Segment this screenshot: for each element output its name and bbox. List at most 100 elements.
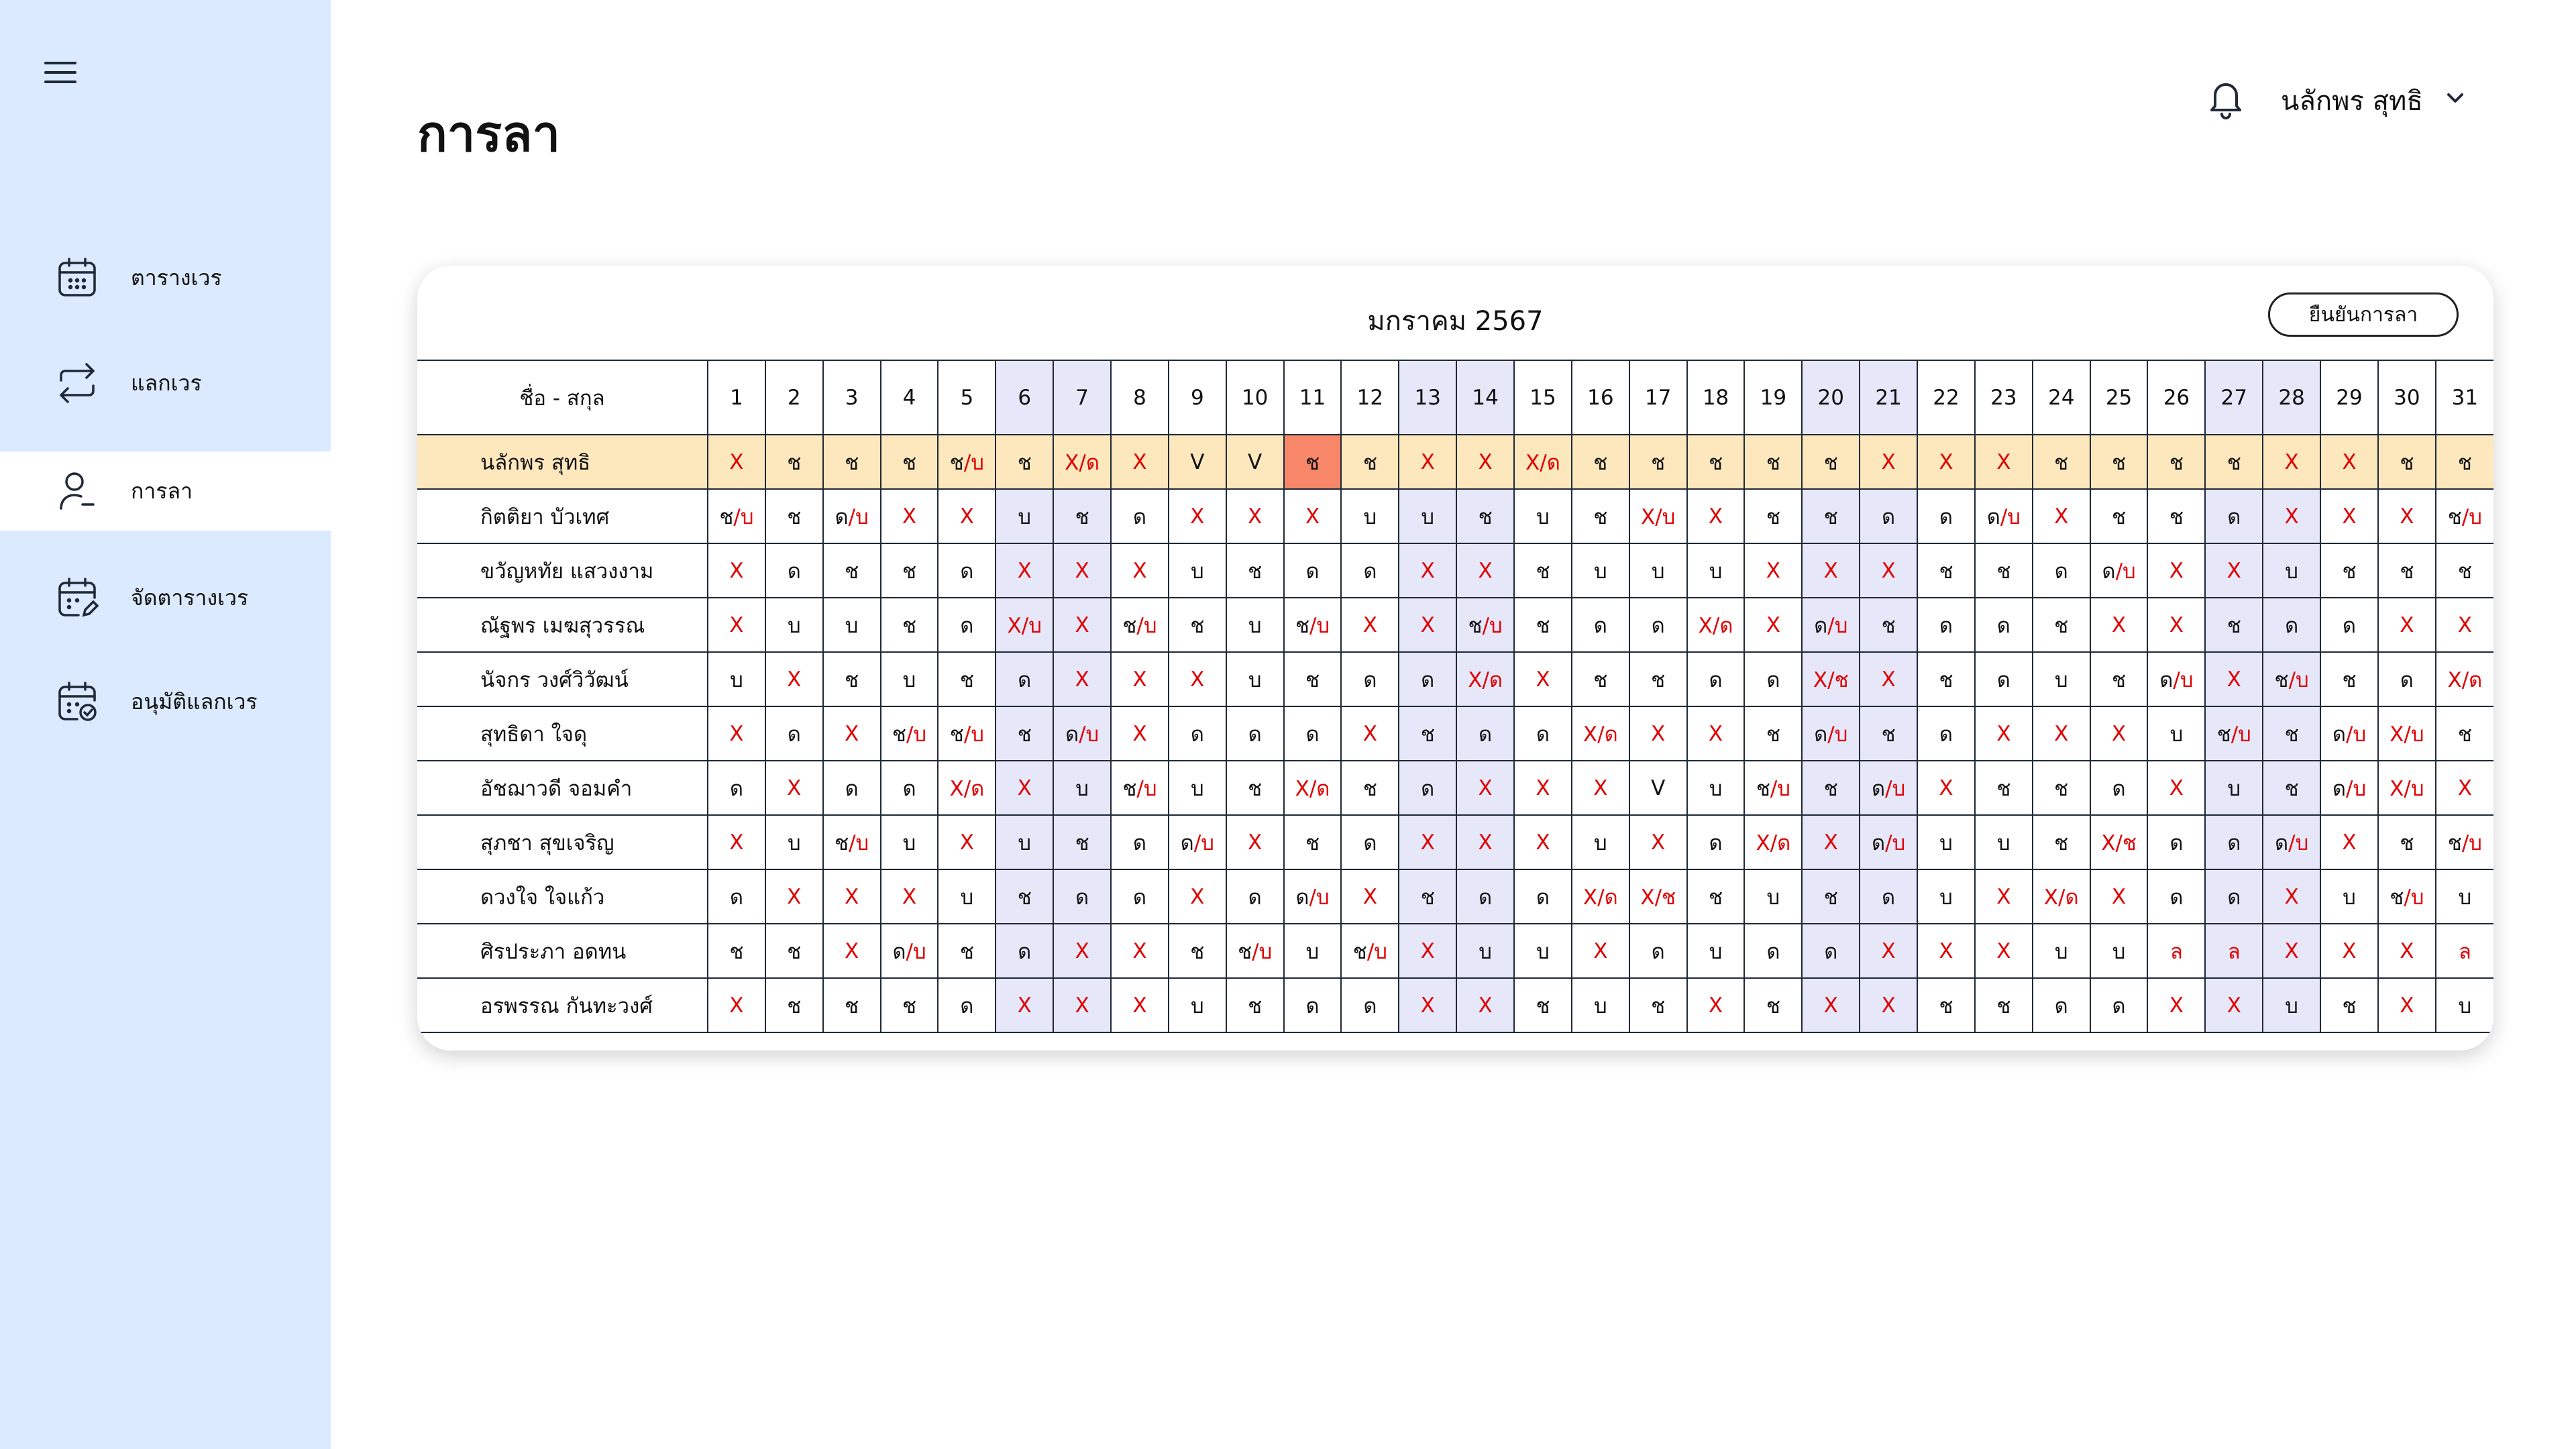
shift-cell[interactable]: X bbox=[1398, 597, 1458, 653]
shift-cell[interactable]: บ bbox=[1570, 977, 1630, 1033]
shift-cell[interactable]: X bbox=[707, 977, 766, 1033]
shift-cell[interactable]: ช bbox=[2377, 814, 2436, 870]
shift-cell[interactable]: บ bbox=[1628, 543, 1688, 598]
shift-cell[interactable]: ด/บ bbox=[2320, 706, 2379, 761]
shift-cell[interactable]: X bbox=[1801, 814, 1861, 870]
shift-cell[interactable]: X/บ bbox=[1628, 488, 1688, 544]
shift-cell[interactable]: บ bbox=[1167, 543, 1227, 598]
shift-cell[interactable]: X bbox=[2089, 869, 2149, 924]
shift-cell[interactable]: X bbox=[2377, 923, 2436, 979]
shift-cell[interactable]: ช bbox=[1570, 434, 1630, 490]
shift-cell[interactable]: X bbox=[822, 869, 881, 924]
shift-cell[interactable]: X bbox=[2434, 597, 2493, 653]
sidebar-item-leave[interactable]: การลา bbox=[0, 451, 331, 531]
shift-cell[interactable]: X/ด bbox=[1283, 760, 1342, 816]
shift-cell[interactable]: V bbox=[1628, 760, 1688, 816]
shift-cell[interactable]: ด bbox=[879, 760, 939, 816]
shift-cell[interactable]: ช bbox=[707, 923, 766, 979]
shift-cell[interactable]: X bbox=[2320, 814, 2379, 870]
shift-cell[interactable]: ด bbox=[1225, 706, 1285, 761]
shift-cell[interactable]: X bbox=[2262, 488, 2322, 544]
shift-cell[interactable]: X bbox=[1859, 977, 1919, 1033]
shift-cell[interactable]: ด bbox=[1686, 651, 1746, 707]
shift-cell[interactable]: ช bbox=[764, 434, 824, 490]
shift-cell[interactable]: บ bbox=[2031, 651, 2091, 707]
shift-cell[interactable]: X bbox=[2204, 543, 2264, 598]
shift-cell[interactable]: บ bbox=[2434, 977, 2493, 1033]
shift-cell[interactable]: ด/บ bbox=[1283, 869, 1342, 924]
shift-cell[interactable]: X bbox=[2377, 597, 2436, 653]
shift-cell[interactable]: ช bbox=[2377, 434, 2436, 490]
shift-cell[interactable]: X bbox=[1570, 760, 1630, 816]
shift-cell[interactable]: ช bbox=[1686, 434, 1746, 490]
shift-cell[interactable]: บ bbox=[707, 651, 766, 707]
shift-cell[interactable]: X bbox=[1513, 814, 1572, 870]
shift-cell[interactable]: ช bbox=[2320, 977, 2379, 1033]
shift-cell[interactable]: ช bbox=[2320, 651, 2379, 707]
shift-cell[interactable]: X bbox=[937, 814, 997, 870]
shift-cell[interactable]: X bbox=[2320, 923, 2379, 979]
shift-cell[interactable]: ช bbox=[1917, 651, 1976, 707]
shift-cell[interactable]: ด/บ bbox=[2089, 543, 2149, 598]
shift-cell[interactable]: ด bbox=[707, 760, 766, 816]
shift-cell[interactable]: บ bbox=[937, 869, 997, 924]
shift-cell[interactable]: ช/บ bbox=[1283, 597, 1342, 653]
shift-cell[interactable]: ด bbox=[937, 597, 997, 653]
shift-cell[interactable]: ช bbox=[2147, 488, 2206, 544]
shift-cell[interactable]: ด bbox=[2204, 814, 2264, 870]
shift-cell[interactable]: X bbox=[1340, 869, 1400, 924]
shift-cell[interactable]: ช bbox=[822, 651, 881, 707]
shift-cell[interactable]: ช bbox=[1801, 488, 1861, 544]
shift-cell[interactable]: บ bbox=[2434, 869, 2493, 924]
shift-cell[interactable]: ช bbox=[1628, 651, 1688, 707]
shift-cell[interactable]: X bbox=[1456, 543, 1515, 598]
shift-cell[interactable]: ช bbox=[1570, 651, 1630, 707]
shift-cell[interactable]: X bbox=[1110, 651, 1169, 707]
shift-cell[interactable]: X bbox=[1801, 977, 1861, 1033]
shift-cell[interactable]: X bbox=[822, 923, 881, 979]
shift-cell[interactable]: บ bbox=[2147, 706, 2206, 761]
shift-cell[interactable]: ช bbox=[1513, 597, 1572, 653]
shift-cell[interactable]: X/ช bbox=[1628, 869, 1688, 924]
chevron-down-icon[interactable] bbox=[2442, 85, 2469, 111]
shift-cell[interactable]: X bbox=[1917, 760, 1976, 816]
shift-cell[interactable]: X bbox=[1859, 923, 1919, 979]
shift-cell[interactable]: X bbox=[2147, 597, 2206, 653]
shift-cell[interactable]: ช bbox=[1283, 651, 1342, 707]
shift-cell[interactable]: บ bbox=[1456, 923, 1515, 979]
shift-cell[interactable]: ด bbox=[1167, 706, 1227, 761]
shift-cell[interactable]: ด bbox=[1917, 488, 1976, 544]
shift-cell[interactable]: ช bbox=[2204, 434, 2264, 490]
shift-cell[interactable]: X bbox=[1167, 869, 1227, 924]
shift-cell[interactable]: ช bbox=[764, 923, 824, 979]
shift-cell[interactable]: ช bbox=[2262, 706, 2322, 761]
shift-cell[interactable]: ช bbox=[1859, 597, 1919, 653]
shift-cell[interactable]: X bbox=[1398, 977, 1458, 1033]
shift-cell[interactable]: X bbox=[1456, 977, 1515, 1033]
shift-cell[interactable]: X bbox=[2147, 977, 2206, 1033]
shift-cell[interactable]: X bbox=[2262, 869, 2322, 924]
shift-cell[interactable]: X bbox=[2262, 434, 2322, 490]
shift-cell[interactable]: ช bbox=[2031, 814, 2091, 870]
shift-cell[interactable]: ด/บ bbox=[1801, 597, 1861, 653]
user-name[interactable]: นลักพร สุทธิ bbox=[2281, 86, 2423, 117]
shift-cell[interactable]: ช bbox=[2434, 706, 2493, 761]
shift-cell[interactable]: X/ด bbox=[1053, 434, 1112, 490]
shift-cell[interactable]: X bbox=[1398, 434, 1458, 490]
sidebar-item-approve-swap[interactable]: อนุมัติแลกเวร bbox=[0, 662, 331, 741]
shift-cell[interactable]: ช bbox=[822, 977, 881, 1033]
shift-cell[interactable]: X bbox=[1801, 543, 1861, 598]
shift-cell[interactable]: X bbox=[1686, 488, 1746, 544]
shift-cell[interactable]: ช bbox=[1743, 434, 1803, 490]
shift-cell[interactable]: ช bbox=[1686, 869, 1746, 924]
shift-cell[interactable]: ช bbox=[1513, 543, 1572, 598]
shift-cell[interactable]: ด bbox=[1340, 977, 1400, 1033]
shift-cell[interactable]: X bbox=[2262, 923, 2322, 979]
shift-cell[interactable]: บ bbox=[764, 597, 824, 653]
shift-cell[interactable]: ด bbox=[1743, 651, 1803, 707]
shift-cell[interactable]: X bbox=[1628, 706, 1688, 761]
shift-cell[interactable]: X bbox=[879, 869, 939, 924]
shift-cell[interactable]: ช/บ bbox=[707, 488, 766, 544]
shift-cell[interactable]: ด bbox=[2262, 597, 2322, 653]
shift-cell[interactable]: ด/บ bbox=[2262, 814, 2322, 870]
